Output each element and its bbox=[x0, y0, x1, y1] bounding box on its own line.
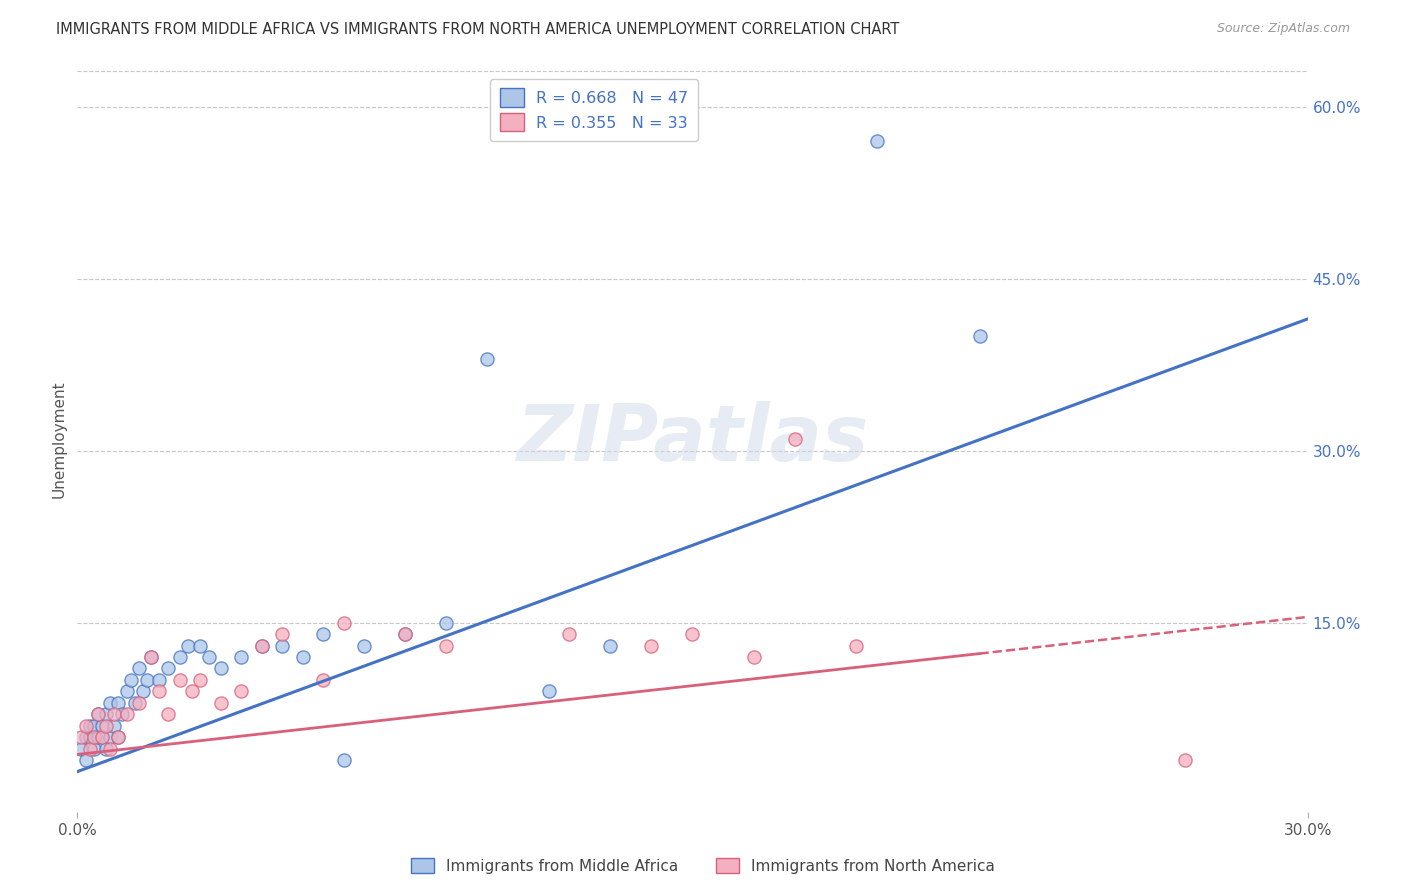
Point bbox=[181, 684, 204, 698]
Point bbox=[148, 684, 170, 698]
Point bbox=[188, 673, 212, 687]
Point bbox=[169, 650, 191, 665]
Text: ZIPatlas: ZIPatlas bbox=[516, 401, 869, 477]
Point bbox=[250, 639, 273, 653]
Point bbox=[79, 741, 101, 756]
Point bbox=[136, 673, 159, 687]
Point bbox=[231, 650, 253, 665]
Point bbox=[128, 661, 150, 675]
Point bbox=[353, 639, 375, 653]
Point bbox=[1174, 753, 1197, 767]
Point bbox=[333, 615, 356, 630]
Point bbox=[87, 730, 110, 744]
Point bbox=[250, 639, 273, 653]
Point bbox=[87, 707, 110, 722]
Point bbox=[90, 730, 114, 744]
Point bbox=[394, 627, 416, 641]
Point bbox=[141, 650, 163, 665]
Point bbox=[90, 730, 114, 744]
Point bbox=[103, 707, 125, 722]
Point bbox=[197, 650, 219, 665]
Point bbox=[98, 696, 121, 710]
Point bbox=[169, 673, 191, 687]
Point bbox=[477, 352, 499, 367]
Point bbox=[394, 627, 416, 641]
Legend: Immigrants from Middle Africa, Immigrants from North America: Immigrants from Middle Africa, Immigrant… bbox=[405, 852, 1001, 880]
Point bbox=[537, 684, 560, 698]
Point bbox=[83, 741, 105, 756]
Text: IMMIGRANTS FROM MIDDLE AFRICA VS IMMIGRANTS FROM NORTH AMERICA UNEMPLOYMENT CORR: IMMIGRANTS FROM MIDDLE AFRICA VS IMMIGRA… bbox=[56, 22, 900, 37]
Point bbox=[177, 639, 200, 653]
Point bbox=[128, 696, 150, 710]
Point bbox=[742, 650, 765, 665]
Point bbox=[271, 627, 294, 641]
Legend: R = 0.668   N = 47, R = 0.355   N = 33: R = 0.668 N = 47, R = 0.355 N = 33 bbox=[491, 78, 697, 141]
Point bbox=[845, 639, 868, 653]
Point bbox=[87, 707, 110, 722]
Point bbox=[558, 627, 581, 641]
Point bbox=[156, 707, 179, 722]
Point bbox=[148, 673, 170, 687]
Text: Source: ZipAtlas.com: Source: ZipAtlas.com bbox=[1216, 22, 1350, 36]
Point bbox=[209, 661, 232, 675]
Point bbox=[83, 730, 105, 744]
Point bbox=[107, 730, 129, 744]
Point bbox=[969, 329, 991, 343]
Point bbox=[115, 707, 138, 722]
Point bbox=[75, 753, 97, 767]
Point bbox=[141, 650, 163, 665]
Point bbox=[866, 135, 889, 149]
Point bbox=[111, 707, 134, 722]
Point bbox=[783, 433, 806, 447]
Point bbox=[599, 639, 621, 653]
Point bbox=[640, 639, 662, 653]
Point bbox=[75, 719, 97, 733]
Point bbox=[291, 650, 314, 665]
Point bbox=[98, 730, 121, 744]
Point bbox=[75, 730, 97, 744]
Point bbox=[132, 684, 155, 698]
Point bbox=[120, 673, 142, 687]
Point bbox=[231, 684, 253, 698]
Point bbox=[79, 730, 101, 744]
Point bbox=[70, 730, 93, 744]
Point bbox=[107, 696, 129, 710]
Y-axis label: Unemployment: Unemployment bbox=[51, 381, 66, 498]
Point bbox=[79, 719, 101, 733]
Point bbox=[115, 684, 138, 698]
Point bbox=[98, 741, 121, 756]
Point bbox=[94, 719, 117, 733]
Point bbox=[94, 707, 117, 722]
Point bbox=[124, 696, 146, 710]
Point bbox=[90, 719, 114, 733]
Point bbox=[312, 627, 335, 641]
Point bbox=[83, 719, 105, 733]
Point bbox=[70, 741, 93, 756]
Point bbox=[682, 627, 704, 641]
Point bbox=[436, 615, 458, 630]
Point bbox=[436, 639, 458, 653]
Point bbox=[188, 639, 212, 653]
Point bbox=[103, 719, 125, 733]
Point bbox=[333, 753, 356, 767]
Point bbox=[107, 730, 129, 744]
Point bbox=[312, 673, 335, 687]
Point bbox=[209, 696, 232, 710]
Point bbox=[156, 661, 179, 675]
Point bbox=[94, 741, 117, 756]
Point bbox=[271, 639, 294, 653]
